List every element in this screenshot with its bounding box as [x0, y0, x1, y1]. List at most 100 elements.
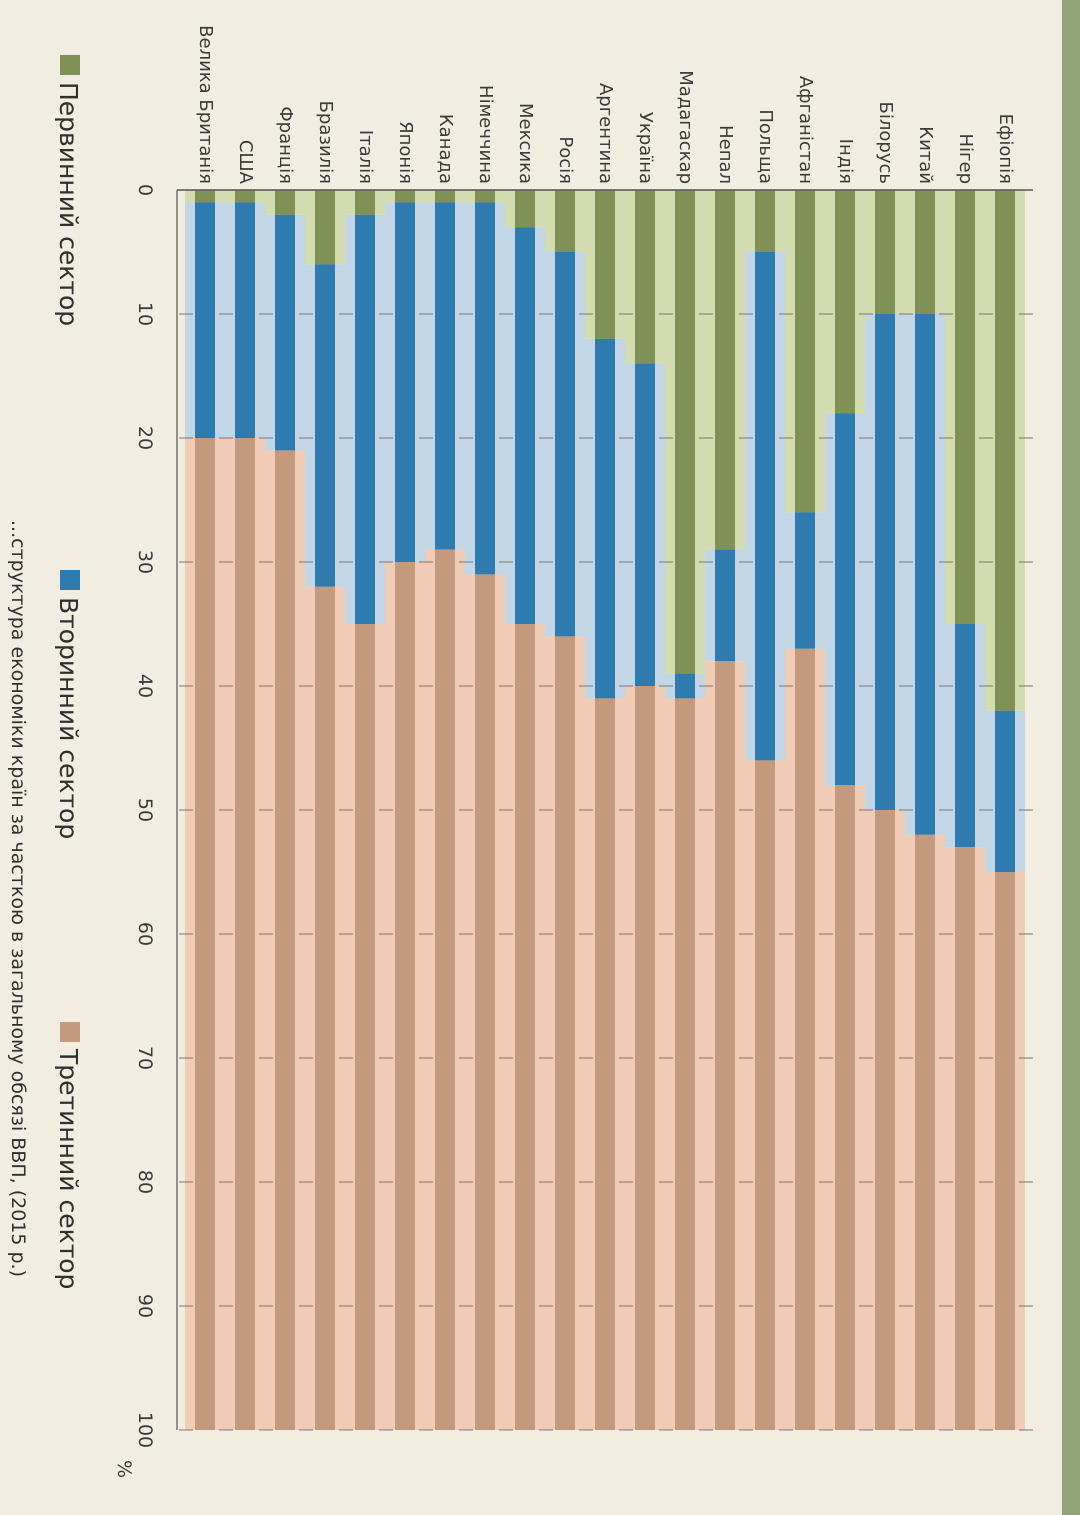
category-label: Мексика	[515, 103, 536, 184]
bar-segment	[395, 202, 415, 563]
bar-segment	[795, 648, 815, 1430]
x-tick-label: 80	[134, 1170, 156, 1194]
x-tick-label: 70	[134, 1046, 156, 1070]
bar-segment	[795, 512, 815, 649]
rotated-chart: Ефіопія Нігер Китай Білорусь Індія Афганістан…	[7, 25, 1033, 1478]
category-label: Білорусь	[875, 102, 896, 184]
category-label: Україна	[635, 112, 656, 184]
category-label: Японія	[395, 121, 416, 184]
x-tick-label: 60	[134, 922, 156, 946]
bar-segment	[515, 190, 535, 228]
bar-segment	[675, 698, 695, 1430]
bar-segment	[755, 190, 775, 252]
bar-segment	[595, 698, 615, 1430]
bar-segment	[555, 636, 575, 1430]
bar-segment	[835, 190, 855, 414]
legend: Первинний сектор Вторинний сектор Третин…	[54, 55, 83, 1289]
bar-segment	[715, 549, 735, 662]
bar-segment	[515, 624, 535, 1430]
bar-segment	[995, 872, 1015, 1430]
bar-segment	[995, 710, 1015, 872]
bar-segment	[955, 624, 975, 848]
x-unit-label: %	[113, 1460, 135, 1478]
bar-segment	[915, 834, 935, 1430]
x-tick-label: 40	[134, 674, 156, 698]
bar-segment	[715, 190, 735, 550]
bar-segment	[195, 202, 215, 439]
category-label: Бразилія	[315, 101, 336, 184]
bar-segment	[475, 202, 495, 575]
bar-segment	[235, 202, 255, 439]
bar-segment	[715, 661, 735, 1430]
bar-segment	[315, 264, 335, 587]
bar-segment	[635, 686, 655, 1430]
legend-label-primary: Первинний сектор	[54, 82, 83, 326]
bar-segment	[475, 574, 495, 1430]
category-label: Франція	[275, 106, 296, 184]
category-labels: Ефіопія Нігер Китай Білорусь Індія Афганістан…	[195, 25, 1016, 185]
bar-segment	[875, 190, 895, 314]
category-label: Ефіопія	[995, 114, 1016, 184]
bar-segment	[435, 549, 455, 1431]
bar-segment	[275, 450, 295, 1430]
category-label: Велика Британія	[195, 25, 216, 184]
bar-segment	[235, 438, 255, 1430]
x-tick-label: 0	[134, 184, 156, 196]
bar-segment	[955, 847, 975, 1430]
bar-segment	[635, 363, 655, 686]
bar-segment	[315, 586, 335, 1430]
bar-segment	[675, 673, 695, 699]
bar-segment	[515, 227, 535, 624]
bar-segment	[475, 190, 495, 203]
bar-segment	[915, 314, 935, 835]
bar-segment	[355, 190, 375, 215]
bar-segment	[275, 214, 295, 451]
category-label: Італія	[355, 130, 376, 184]
bar-segment	[555, 190, 575, 252]
bar-segment	[315, 190, 335, 265]
tick-labels: 0 10 20 30 40 50 60 70 80 90 100	[134, 184, 156, 1448]
legend-label-tertiary: Третинний сектор	[54, 1048, 83, 1289]
legend-swatch-secondary	[60, 570, 80, 590]
bar-segment	[755, 252, 775, 761]
grid	[169, 189, 1033, 1431]
bar-segment	[555, 252, 575, 637]
bar-segment	[195, 438, 215, 1430]
x-tick-label: 90	[134, 1294, 156, 1318]
category-label: Афганістан	[795, 76, 816, 184]
caption: ...структура економіки країн за часткою …	[7, 520, 29, 1277]
category-label: Польща	[755, 109, 776, 184]
legend-label-secondary: Вторинний сектор	[54, 597, 83, 839]
bar-segment	[235, 190, 255, 203]
bar-segment	[435, 202, 455, 550]
category-label: Росія	[555, 136, 576, 184]
category-label: Німеччина	[475, 85, 496, 184]
bars	[195, 190, 1015, 1431]
bar-segment	[915, 190, 935, 314]
bar-segment	[875, 314, 895, 810]
bar-segment	[795, 190, 815, 513]
bar-segment	[355, 624, 375, 1430]
bar-segment	[355, 214, 375, 625]
category-label: Індія	[835, 139, 856, 184]
category-label: Нігер	[955, 134, 976, 185]
page-edge-strip	[1062, 0, 1080, 1515]
bar-segment	[275, 190, 295, 215]
category-label: Канада	[435, 114, 456, 184]
x-tick-label: 20	[134, 426, 156, 450]
x-tick-label: 100	[134, 1412, 156, 1448]
legend-swatch-tertiary	[60, 1022, 80, 1042]
legend-swatch-primary	[60, 55, 80, 75]
category-label: Китай	[915, 126, 936, 184]
bar-segment	[395, 190, 415, 203]
bar-segment	[635, 190, 655, 364]
bar-segment	[755, 760, 775, 1430]
x-tick-label: 50	[134, 798, 156, 822]
bar-segment	[395, 562, 415, 1430]
bar-segment	[835, 785, 855, 1430]
bar-segment	[835, 413, 855, 786]
category-label: Мадагаскар	[675, 70, 696, 184]
bar-segment	[595, 190, 615, 339]
